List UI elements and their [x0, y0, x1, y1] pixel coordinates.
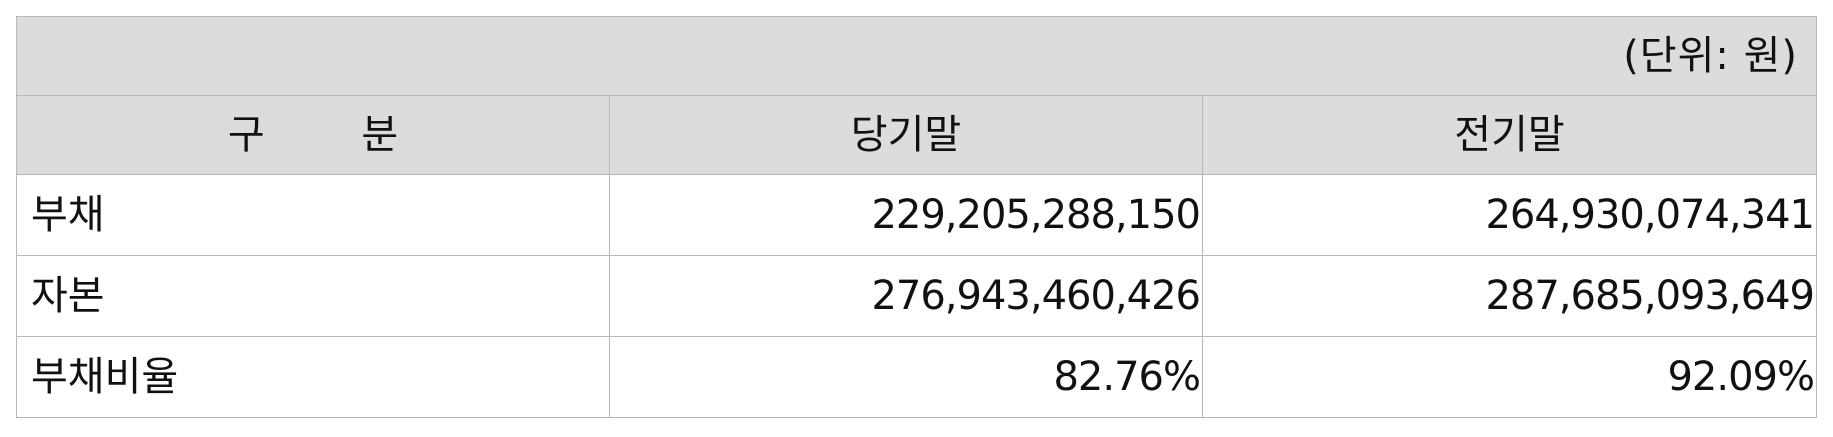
table-row-debt-ratio: 부채비율 82.76% 92.09%: [16, 336, 1817, 418]
row-label: 부채: [16, 174, 610, 256]
header-previous-period: 전기말: [1202, 95, 1817, 175]
current-value: 229,205,288,150: [609, 174, 1203, 256]
current-value: 276,943,460,426: [609, 255, 1203, 337]
row-label: 자본: [16, 255, 610, 337]
previous-value: 92.09%: [1202, 336, 1817, 418]
unit-note: (단위: 원): [16, 16, 1817, 96]
header-category-label: 구 분: [227, 112, 441, 158]
table-row-equity: 자본 276,943,460,426 287,685,093,649: [16, 255, 1817, 337]
header-category: 구 분: [16, 95, 610, 175]
header-row: 구 분 당기말 전기말: [16, 95, 1817, 175]
table-row-liabilities: 부채 229,205,288,150 264,930,074,341: [16, 174, 1817, 256]
unit-row: (단위: 원): [16, 16, 1817, 96]
previous-value: 287,685,093,649: [1202, 255, 1817, 337]
current-value: 82.76%: [609, 336, 1203, 418]
debt-ratio-table: (단위: 원) 구 분 당기말 전기말 부채 229,205,288,150 2…: [16, 16, 1817, 418]
previous-value: 264,930,074,341: [1202, 174, 1817, 256]
row-label: 부채비율: [16, 336, 610, 418]
debt-ratio-table-container: (단위: 원) 구 분 당기말 전기말 부채 229,205,288,150 2…: [16, 16, 1817, 418]
header-current-period: 당기말: [609, 95, 1203, 175]
